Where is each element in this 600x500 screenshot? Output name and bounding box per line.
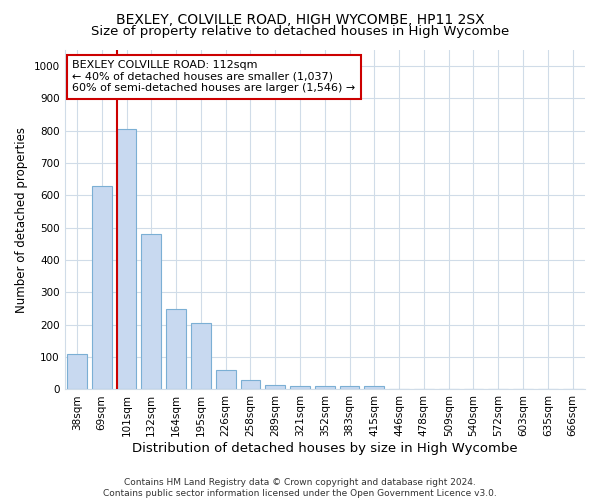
Text: Size of property relative to detached houses in High Wycombe: Size of property relative to detached ho… (91, 25, 509, 38)
Bar (166, 308, 186, 390)
Bar (116, 129, 136, 390)
Bar (241, 380, 260, 390)
Text: Contains HM Land Registry data © Crown copyright and database right 2024.
Contai: Contains HM Land Registry data © Crown c… (103, 478, 497, 498)
Y-axis label: Number of detached properties: Number of detached properties (15, 126, 28, 312)
Bar (364, 386, 384, 390)
Text: BEXLEY, COLVILLE ROAD, HIGH WYCOMBE, HP11 2SX: BEXLEY, COLVILLE ROAD, HIGH WYCOMBE, HP1… (116, 12, 484, 26)
X-axis label: Distribution of detached houses by size in High Wycombe: Distribution of detached houses by size … (132, 442, 518, 455)
Bar (67, 354, 87, 390)
Bar (92, 186, 112, 390)
Bar (290, 386, 310, 390)
Bar (315, 386, 335, 390)
Bar (265, 384, 285, 390)
Bar (340, 386, 359, 390)
Bar (191, 323, 211, 390)
Text: BEXLEY COLVILLE ROAD: 112sqm
← 40% of detached houses are smaller (1,037)
60% of: BEXLEY COLVILLE ROAD: 112sqm ← 40% of de… (73, 60, 356, 94)
Bar (142, 234, 161, 390)
Bar (216, 370, 236, 390)
